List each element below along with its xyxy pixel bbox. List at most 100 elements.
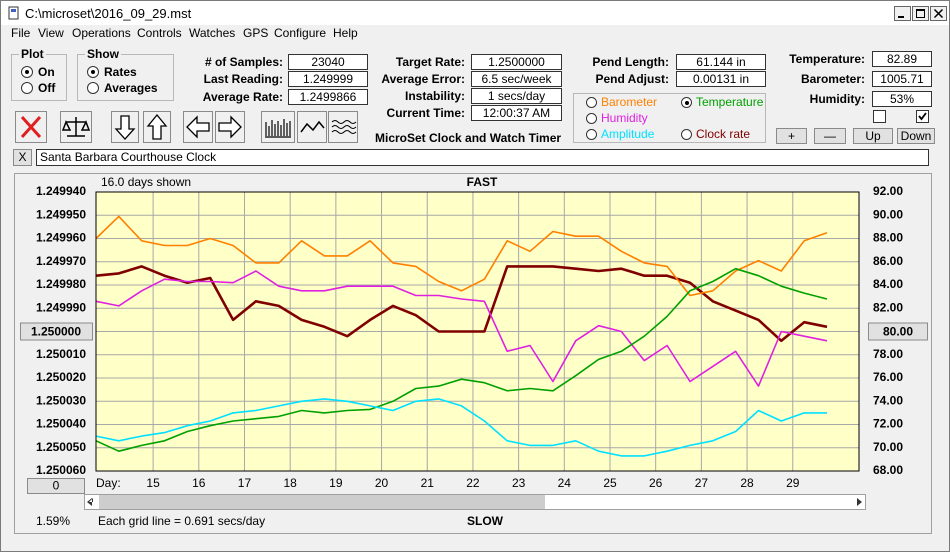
y2-tick-label: 80.00	[883, 325, 913, 339]
field-label: Pend Length:	[592, 55, 669, 69]
corner-note: 16.0 days shown	[101, 175, 191, 189]
menu-item[interactable]: Watches	[189, 26, 236, 40]
clock-name-input[interactable]: Santa Barbara Courthouse Clock	[36, 149, 929, 166]
radio-label[interactable]: Averages	[104, 81, 158, 95]
x-tick-label: 17	[238, 476, 252, 490]
percent-label: 1.59%	[36, 514, 70, 528]
chart: 1.249940 1.249950 1.249960 1.249970 1.249980…	[14, 173, 932, 534]
y-tick-label: 1.250020	[36, 370, 86, 384]
field-label: Pend Adjust:	[595, 72, 669, 86]
window-title: C:\microset\2016_09_29.mst	[25, 6, 192, 21]
offset-button[interactable]	[27, 478, 85, 494]
legend-label[interactable]: Barometer	[601, 95, 658, 109]
scale-button[interactable]: Down	[897, 128, 935, 144]
scale-button[interactable]: Up	[853, 128, 893, 144]
stop-button[interactable]	[15, 111, 47, 143]
y-tick-label: 1.249970	[36, 254, 86, 268]
up-button[interactable]	[143, 111, 171, 143]
y-tick-label: 1.250060	[36, 463, 86, 477]
legend-label[interactable]: Clock rate	[696, 127, 751, 141]
x-tick-label: 28	[740, 476, 754, 490]
x-tick-label: 22	[466, 476, 480, 490]
field-value: 1.2499866	[288, 89, 368, 105]
field-value: 61.144 in	[676, 54, 766, 70]
legend-label[interactable]: Humidity	[601, 111, 648, 125]
x-tick-label: 15	[146, 476, 160, 490]
radio-button[interactable]	[21, 82, 33, 94]
bottom-label: SLOW	[467, 514, 504, 528]
menu-item[interactable]: Operations	[72, 26, 131, 40]
checkbox[interactable]	[873, 110, 886, 123]
app-icon	[8, 6, 19, 20]
field-value: 53%	[872, 91, 932, 107]
field-value: 6.5 sec/week	[471, 71, 562, 87]
line-view-button[interactable]	[297, 111, 327, 143]
right-button[interactable]	[215, 111, 245, 143]
y-tick-label: 1.250000	[31, 325, 81, 339]
legend-label[interactable]: Temperature	[696, 95, 764, 109]
x-tick-label: 23	[512, 476, 526, 490]
y-tick-label: 1.250030	[36, 393, 86, 407]
trace-selector	[573, 93, 766, 143]
down-button[interactable]	[111, 111, 139, 143]
wave-view-button[interactable]	[328, 111, 358, 143]
grid-note: Each grid line = 0.691 secs/day	[98, 514, 265, 528]
legend-label[interactable]: Amplitude	[601, 127, 655, 141]
offset-button-label: 0	[53, 479, 60, 493]
left-button[interactable]	[183, 111, 213, 143]
y-tick-label: 1.250040	[36, 417, 86, 431]
menu-item[interactable]: File	[11, 26, 31, 40]
y2-tick-label: 74.00	[873, 393, 903, 407]
x-tick-label: 26	[649, 476, 663, 490]
y-tick-label: 1.249950	[36, 207, 86, 221]
radio-button[interactable]	[87, 82, 99, 94]
menu-item[interactable]: GPS	[243, 26, 269, 40]
group-title: Show	[85, 47, 121, 61]
clear-button[interactable]: X	[13, 149, 32, 166]
radio-button[interactable]	[586, 97, 597, 108]
y-tick-label: 1.249960	[36, 231, 86, 245]
radio-button[interactable]	[586, 129, 597, 140]
field-label: Temperature:	[789, 52, 865, 66]
radio-button[interactable]	[21, 66, 33, 78]
bars-view-button[interactable]	[261, 111, 295, 143]
radio-label[interactable]: Off	[38, 81, 56, 95]
series-line	[95, 270, 828, 387]
y2-tick-label: 76.00	[873, 370, 903, 384]
field-value: 82.89	[872, 51, 932, 67]
y-tick-label: 1.250010	[36, 347, 86, 361]
scale-button[interactable]: +	[776, 128, 807, 144]
x-tick-label: 24	[558, 476, 572, 490]
group-title: Plot	[19, 47, 46, 61]
field-label: Average Rate:	[202, 90, 283, 104]
radio-label[interactable]: On	[38, 65, 55, 79]
radio-button[interactable]	[681, 97, 692, 108]
menu-item[interactable]: Configure	[274, 26, 327, 40]
field-value: 1005.71	[872, 71, 932, 87]
radio-button[interactable]	[681, 129, 692, 140]
field-label: # of Samples:	[204, 55, 283, 69]
field-value: 1.2500000	[471, 54, 562, 70]
scale-button[interactable]: —	[814, 128, 846, 144]
radio-button[interactable]	[586, 113, 597, 124]
y-tick-label: 1.249990	[36, 300, 86, 314]
x-tick-label: 27	[695, 476, 709, 490]
window-controls[interactable]	[894, 6, 948, 22]
top-label: FAST	[467, 175, 498, 189]
series-line	[95, 267, 828, 452]
y2-tick-label: 72.00	[873, 417, 903, 431]
field-label: Barometer:	[800, 72, 865, 86]
y2-tick-label: 78.00	[873, 347, 903, 361]
menu-item[interactable]: Controls	[137, 26, 182, 40]
field-value: 1.249999	[288, 71, 368, 87]
radio-label[interactable]: Rates	[104, 65, 137, 79]
menu-item[interactable]: View	[38, 26, 64, 40]
menu-bar: File View Operations Controls Watches GP…	[1, 25, 949, 43]
x-tick-label: 19	[329, 476, 343, 490]
menu-item[interactable]: Help	[333, 26, 358, 40]
radio-button[interactable]	[87, 66, 99, 78]
x-tick-label: 16	[192, 476, 206, 490]
checkbox[interactable]	[916, 110, 929, 123]
balance-button[interactable]	[60, 111, 92, 143]
